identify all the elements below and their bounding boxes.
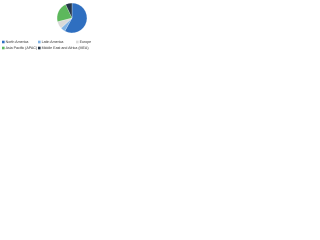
- legend-label: Asia Pacific (APAC): [6, 46, 37, 50]
- legend-label: Latin America: [42, 40, 64, 44]
- pie-slice: [64, 2, 88, 34]
- legend-label: North America: [6, 40, 29, 44]
- legend-swatch: [76, 40, 79, 44]
- legend-label: Europe: [80, 40, 92, 44]
- legend-swatch: [2, 40, 5, 44]
- legend-swatch: [38, 40, 41, 44]
- legend-swatch: [38, 46, 41, 50]
- legend-label: Middle East and Africa (MEA): [42, 46, 89, 50]
- page: {"chart_data": {"type": "pie", "categori…: [0, 0, 100, 54]
- legend-swatch: [2, 46, 5, 50]
- chart: North America Latin America Europe Asia Pac…: [2, 2, 92, 50]
- pie-slice: [65, 2, 73, 19]
